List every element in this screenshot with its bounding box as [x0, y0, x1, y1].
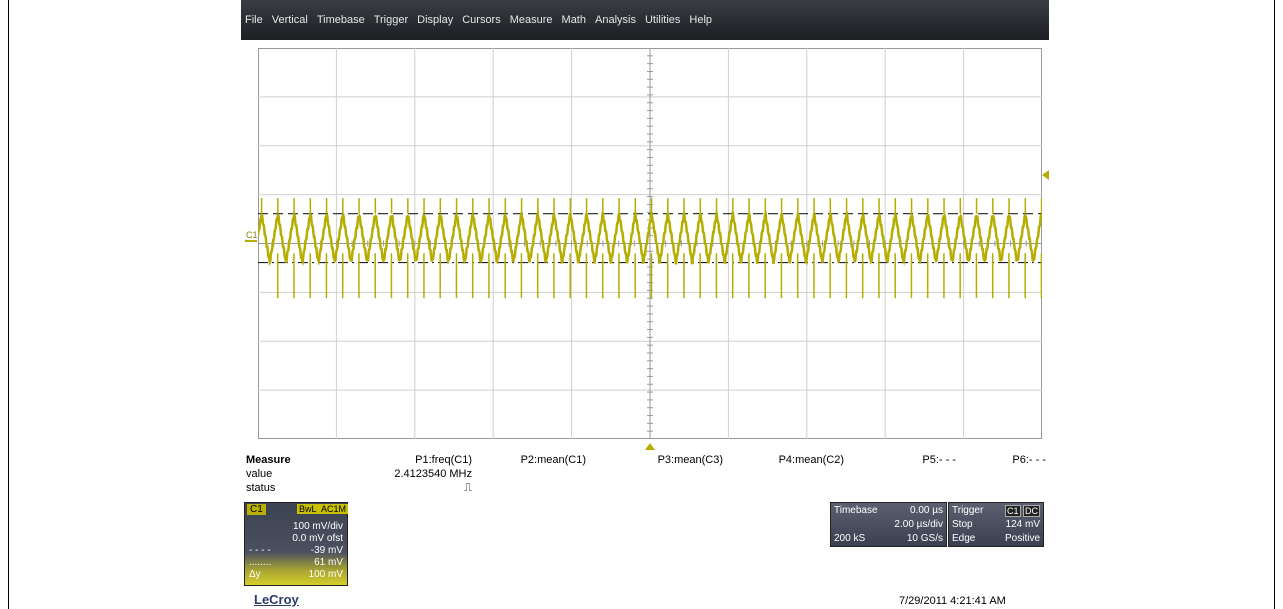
- measure-param-1-status: ⎍: [464, 482, 472, 494]
- cursor-2-value: 61 mV: [314, 557, 343, 568]
- measure-param-6-name: P6:- - -: [1012, 454, 1046, 466]
- timebase-descriptor[interactable]: Timebase 0.00 µs 2.00 µs/div 200 kS 10 G…: [830, 502, 947, 547]
- bandwidth-limit-tag: BwL: [297, 504, 319, 514]
- measure-row-label-status: status: [246, 482, 276, 494]
- cursor-2-label: ........: [249, 557, 272, 568]
- trigger-level: 124 mV: [1005, 519, 1040, 530]
- menu-bar: File Vertical Timebase Trigger Display Cursor…: [241, 0, 1049, 40]
- menu-item-display[interactable]: Display: [417, 14, 454, 26]
- lecroy-logo: LeCroy: [254, 592, 299, 607]
- coupling-tag: AC1M: [319, 504, 349, 514]
- frame-right-border: [1274, 0, 1275, 609]
- menu-item-measure[interactable]: Measure: [509, 14, 553, 26]
- measure-param-1-name: P1:freq(C1): [415, 454, 472, 466]
- vertical-offset: 0.0 mV ofst: [292, 533, 343, 544]
- measure-param-4-name: P4:mean(C2): [778, 454, 844, 466]
- trigger-descriptor[interactable]: Trigger C1 DC Stop 124 mV Edge Positive: [948, 502, 1044, 547]
- timebase-sample-rate: 10 GS/s: [906, 533, 943, 544]
- trigger-coupling-badge: DC: [1023, 505, 1040, 517]
- measure-param-2-name: P2:mean(C1): [520, 454, 586, 466]
- trigger-level-arrow[interactable]: [1042, 170, 1049, 180]
- menu-item-cursors[interactable]: Cursors: [462, 14, 501, 26]
- delta-label: Δy: [249, 569, 261, 580]
- measure-table: Measure value status P1:freq(C1) 2.412354…: [246, 454, 1046, 499]
- timebase-label: Timebase: [834, 505, 878, 516]
- graticule: [258, 48, 1042, 439]
- menu-item-help[interactable]: Help: [689, 14, 713, 26]
- measure-param-1-value: 2.4123540 MHz: [394, 468, 472, 480]
- trigger-source-badge: C1: [1005, 505, 1021, 517]
- timestamp: 7/29/2011 4:21:41 AM: [899, 595, 1006, 607]
- cursor-1-value: -39 mV: [310, 545, 343, 556]
- menu-item-vertical[interactable]: Vertical: [271, 14, 308, 26]
- delta-value: 100 mV: [308, 569, 343, 580]
- cursor-1-label: - - - -: [249, 545, 271, 556]
- menu-item-math[interactable]: Math: [561, 14, 586, 26]
- trigger-slope: Positive: [1004, 533, 1040, 544]
- timebase-samples: 200 kS: [834, 533, 866, 544]
- trigger-label: Trigger: [952, 505, 984, 516]
- channel-name-badge: C1: [247, 504, 266, 515]
- timebase-per-div: 2.00 µs/div: [894, 519, 943, 530]
- timebase-delay: 0.00 µs: [909, 505, 943, 516]
- measure-row-label-value: value: [246, 468, 273, 480]
- waveform-display: [258, 48, 1042, 439]
- trigger-position-arrow[interactable]: [645, 443, 655, 450]
- channel-level-marker[interactable]: [245, 240, 257, 242]
- menu-item-utilities[interactable]: Utilities: [644, 14, 681, 26]
- menu-item-file[interactable]: File: [245, 14, 263, 26]
- measure-title: Measure: [246, 454, 291, 466]
- channel-1-descriptor[interactable]: C1 BwL AC1M 100 mV/div 0.0 mV ofst - - -…: [244, 502, 349, 586]
- channel-1-trace: [258, 209, 1042, 267]
- trigger-mode: Stop: [952, 519, 973, 530]
- vertical-scale: 100 mV/div: [292, 521, 343, 532]
- menu-item-trigger[interactable]: Trigger: [373, 14, 409, 26]
- menu-item-analysis[interactable]: Analysis: [595, 14, 636, 26]
- menu-item-timebase[interactable]: Timebase: [316, 14, 365, 26]
- trigger-type: Edge: [952, 533, 976, 544]
- trace-spikes: [260, 198, 1042, 299]
- frame-left-border: [8, 0, 9, 609]
- channel-marker-label: C1: [246, 230, 258, 240]
- measure-param-3-name: P3:mean(C3): [657, 454, 723, 466]
- measure-param-5-name: P5:- - -: [922, 454, 956, 466]
